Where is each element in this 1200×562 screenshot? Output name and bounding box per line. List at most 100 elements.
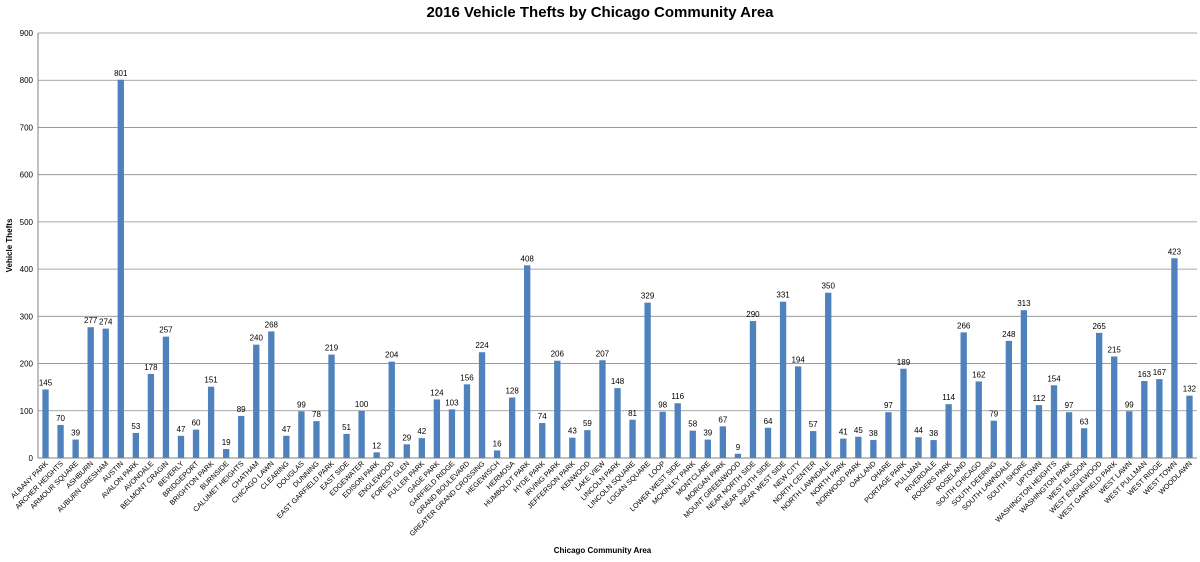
data-label: 151 [204, 376, 218, 385]
data-label: 60 [192, 419, 201, 428]
bar [358, 410, 365, 458]
bar [117, 79, 124, 458]
data-label: 206 [551, 350, 565, 359]
bar [448, 409, 456, 458]
bar [57, 424, 64, 458]
data-label: 313 [1017, 299, 1031, 308]
data-label: 67 [718, 415, 727, 424]
bar [343, 433, 350, 458]
bar [644, 302, 651, 458]
bar [493, 450, 501, 458]
y-tick-label: 0 [29, 454, 34, 463]
data-label: 207 [596, 349, 610, 358]
bar [87, 327, 94, 458]
bar [433, 399, 441, 458]
data-label: 58 [688, 420, 697, 429]
data-label: 12 [372, 441, 381, 450]
data-label: 79 [989, 410, 998, 419]
bar [147, 373, 155, 458]
bar [569, 437, 576, 458]
data-label: 41 [839, 428, 848, 437]
bar [915, 437, 922, 458]
y-axis-ticks: 0 100 200 300 400 500 600 700 800 900 [20, 29, 34, 463]
bar [1156, 379, 1163, 458]
data-label: 240 [250, 334, 264, 343]
bar [1080, 428, 1088, 458]
data-label: 408 [521, 254, 535, 263]
bar [960, 332, 967, 458]
bars [42, 79, 1193, 458]
data-label: 801 [114, 69, 128, 78]
bar [975, 381, 982, 458]
bar [162, 336, 170, 458]
data-label: 47 [282, 425, 291, 434]
bar [463, 384, 471, 458]
bar [72, 439, 79, 458]
data-label: 116 [671, 392, 684, 401]
data-label: 219 [325, 344, 339, 353]
data-label: 268 [265, 320, 279, 329]
data-label: 204 [385, 351, 399, 360]
bar [238, 415, 245, 458]
data-label: 248 [1002, 330, 1016, 339]
bar [1171, 258, 1178, 458]
data-label: 100 [355, 400, 369, 409]
data-label: 57 [809, 420, 818, 429]
data-label: 74 [538, 412, 547, 421]
bar [674, 403, 681, 458]
bar [177, 435, 185, 458]
data-label: 70 [56, 414, 65, 423]
data-label: 277 [84, 316, 98, 325]
data-label: 97 [1065, 401, 1074, 410]
bar [1005, 340, 1013, 458]
data-label: 9 [736, 443, 741, 452]
data-label: 53 [131, 422, 140, 431]
bar [1065, 412, 1073, 458]
bar [779, 301, 787, 458]
bar [810, 431, 817, 458]
y-tick-label: 200 [20, 360, 34, 369]
data-label: 81 [628, 409, 637, 418]
data-label: 148 [611, 377, 625, 386]
bar [508, 397, 516, 458]
data-label: 63 [1080, 417, 1089, 426]
data-label: 265 [1092, 322, 1106, 331]
bar [554, 360, 561, 458]
bar [102, 328, 109, 458]
data-label: 128 [505, 387, 519, 396]
bar [885, 412, 892, 458]
bar [689, 430, 696, 458]
bar [614, 388, 621, 458]
bar [990, 420, 997, 458]
bar [388, 361, 395, 458]
bar [945, 404, 952, 458]
bar [1126, 411, 1133, 458]
data-label: 64 [764, 417, 773, 426]
data-label: 99 [1125, 400, 1134, 409]
bar [704, 439, 711, 458]
y-tick-label: 600 [20, 171, 34, 180]
bar [599, 360, 606, 458]
bar [1096, 332, 1103, 458]
bar [1035, 405, 1043, 458]
bar [313, 421, 320, 458]
data-label: 423 [1168, 247, 1182, 256]
bar [825, 292, 832, 458]
data-label: 98 [658, 401, 667, 410]
bar [524, 265, 531, 458]
bar [42, 389, 49, 458]
bar [749, 321, 757, 458]
bar [283, 435, 290, 458]
data-label: 103 [445, 398, 459, 407]
bar [418, 438, 425, 458]
data-label: 78 [312, 410, 321, 419]
data-label: 329 [641, 292, 655, 301]
bar [539, 423, 546, 458]
bar [900, 368, 907, 458]
data-label: 112 [1033, 394, 1046, 403]
bar [253, 344, 260, 458]
bar [268, 331, 275, 458]
data-label: 156 [460, 373, 474, 382]
